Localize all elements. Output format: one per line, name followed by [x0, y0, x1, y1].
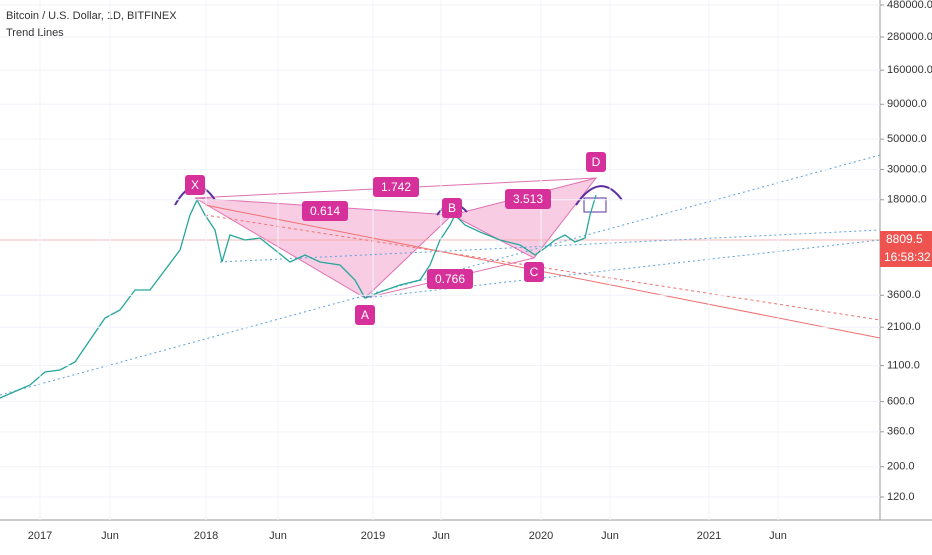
point-label: D: [592, 155, 601, 169]
ratio-label: 1.742: [381, 180, 411, 194]
ratio-label: 0.766: [435, 272, 465, 286]
ratio-badge: [505, 189, 551, 209]
ratio-badge: [302, 201, 348, 221]
point-badge: [524, 262, 544, 282]
pattern-shapes: [0, 154, 881, 396]
x-tick-label: 2020: [529, 530, 553, 542]
last-price: 8809.5: [886, 232, 923, 246]
y-tick-label: 2100.0: [887, 321, 921, 333]
countdown: 16:58:32: [884, 250, 931, 264]
indicator: Trend Lines: [6, 27, 64, 39]
x-tick-label: 2017: [28, 530, 52, 542]
point-label: A: [361, 308, 369, 322]
y-tick-label: 360.0: [887, 426, 915, 438]
y-tick-label: 480000.0: [887, 0, 932, 11]
point-badge: [442, 198, 462, 218]
x-tick-label: Jun: [432, 530, 450, 542]
x-tick-label: 2021: [697, 530, 721, 542]
x-tick-label: Jun: [601, 530, 619, 542]
point-badge: [185, 175, 205, 195]
countdown-tag: [880, 249, 932, 267]
point-badge: [586, 152, 606, 172]
y-tick-label: 200.0: [887, 461, 915, 473]
y-tick-label: 30000.0: [887, 163, 927, 175]
point-label: X: [191, 178, 199, 192]
point-badge: [355, 305, 375, 325]
price-line: [0, 194, 597, 399]
x-tick-label: Jun: [101, 530, 119, 542]
point-label: B: [448, 201, 456, 215]
title: Bitcoin / U.S. Dollar, 1D, BITFINEX: [6, 10, 177, 22]
price-tag: [880, 231, 932, 249]
y-tick-label: 18000.0: [887, 194, 927, 206]
ratio-label: 0.614: [310, 204, 340, 218]
ratio-badge: [373, 177, 419, 197]
y-tick-label: 90000.0: [887, 98, 927, 110]
point-label: C: [530, 265, 539, 279]
y-tick-label: 1100.0: [887, 359, 920, 371]
y-tick-label: 600.0: [887, 395, 915, 407]
x-tick-label: 2018: [194, 530, 218, 542]
x-tick-label: Jun: [269, 530, 287, 542]
y-tick-label: 280000.0: [887, 31, 932, 43]
y-tick-label: 120.0: [887, 491, 915, 503]
x-tick-label: 2019: [361, 530, 385, 542]
y-tick-label: 3600.0: [887, 289, 921, 301]
ratio-badge: [427, 269, 473, 289]
y-tick-label: 50000.0: [887, 133, 927, 145]
y-tick-label: 160000.0: [887, 64, 932, 76]
ratio-label: 3.513: [513, 192, 543, 206]
x-tick-label: Jun: [769, 530, 787, 542]
